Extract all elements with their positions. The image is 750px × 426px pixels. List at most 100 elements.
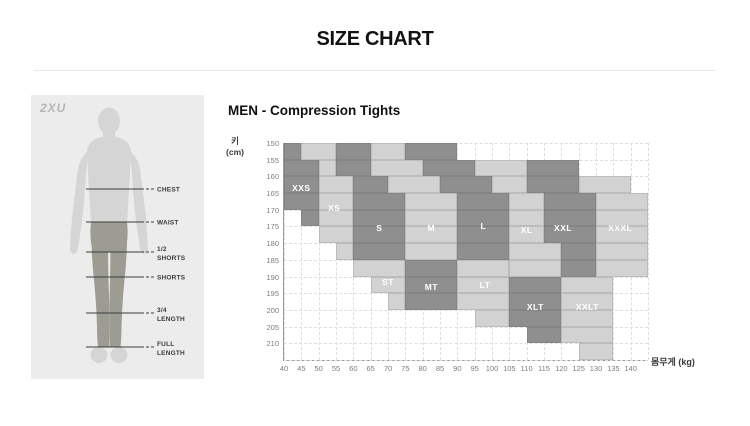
size-region-xxl (526, 176, 579, 194)
size-label-xxlt: XXLT (575, 301, 599, 312)
size-region-m (405, 209, 458, 227)
size-region-st (370, 276, 406, 294)
x-tick-label: 95 (470, 364, 479, 373)
figure-torso (87, 136, 131, 223)
measure-label: CHEST (157, 187, 180, 194)
size-region-xxs (284, 176, 319, 194)
y-tick-label: 205 (266, 322, 279, 332)
x-tick-label: 100 (485, 364, 499, 373)
x-tick-label: 85 (435, 364, 445, 373)
measure-label: 3/4 (157, 307, 167, 314)
x-tick-label: 90 (453, 364, 462, 373)
size-region-l (457, 226, 510, 244)
x-tick-label: 65 (366, 364, 375, 373)
size-region-xxxl (596, 243, 648, 260)
size-region-xxlt (561, 276, 614, 294)
measure-label: WAIST (157, 220, 179, 227)
size-region-l (405, 143, 458, 160)
size-region-xs (318, 209, 354, 227)
y-tick-label: 190 (266, 272, 279, 282)
size-region-l (422, 159, 475, 177)
y-axis-unit-line2: (cm) (226, 147, 244, 157)
size-region-xxlt (561, 309, 614, 327)
size-label-mt: MT (424, 281, 438, 292)
x-tick-label: 40 (279, 364, 289, 373)
grid-line-horizontal (284, 143, 648, 144)
size-region-xxl (561, 243, 596, 260)
x-tick-label: 140 (624, 364, 637, 373)
y-tick-label: 185 (266, 255, 279, 265)
x-tick-label: 45 (297, 364, 306, 373)
size-region-lt (457, 276, 510, 294)
size-region-xs (318, 176, 354, 194)
size-region-xxs (284, 143, 302, 160)
size-region-mt (405, 276, 458, 294)
size-region-m (370, 143, 406, 160)
chart-area: XXS XS S M L XL XXL XXXL ST MT LT XLT XXLT 40 45 50 55 60… (266, 139, 649, 373)
chart-title: MEN - Compression Tights (228, 103, 401, 118)
size-region-xxl (544, 193, 596, 210)
size-region-s (336, 143, 371, 160)
measure-label: SHORTS (157, 275, 186, 282)
size-region-xl (509, 209, 544, 227)
size-region-m (405, 243, 458, 260)
size-region-xxlt (578, 343, 614, 360)
size-region-xs (336, 243, 354, 260)
size-region-m (405, 193, 458, 210)
size-region-s (353, 176, 388, 194)
size-region-xlt (526, 326, 562, 344)
divider (34, 70, 716, 71)
size-region-xxxl (596, 193, 648, 210)
size-region-xs (318, 226, 354, 244)
size-label-xl: XL (520, 224, 533, 235)
size-region-xs (318, 193, 354, 210)
size-region-s (353, 209, 406, 227)
figure-tights-right-leg (109, 243, 127, 347)
size-region-xs (318, 159, 336, 177)
x-tick-label: 120 (555, 364, 568, 373)
size-label-l: L (480, 221, 487, 232)
size-region-st (388, 293, 406, 310)
x-tick-label: 105 (503, 364, 516, 373)
figure-right-arm (130, 151, 148, 254)
x-tick-label: 75 (401, 364, 410, 373)
page-title: SIZE CHART (316, 28, 434, 50)
grid-line-horizontal (284, 360, 648, 361)
size-label-xxl: XXL (554, 223, 573, 234)
grid-line-horizontal (284, 326, 648, 328)
size-region-xxxl (596, 209, 648, 227)
size-region-xl (509, 193, 544, 210)
x-tick-label: 110 (520, 364, 533, 373)
size-region-m (370, 159, 423, 177)
x-tick-label: 60 (349, 364, 358, 373)
size-label-xxxl: XXXL (608, 223, 633, 234)
measure-label: LENGTH (157, 350, 185, 357)
y-tick-label: 160 (266, 172, 279, 182)
size-region-xxl (561, 259, 596, 277)
size-label-s: S (376, 223, 383, 234)
size-label-xlt: XLT (526, 301, 544, 312)
size-region-xxxl (596, 259, 648, 277)
x-tick-label: 115 (538, 364, 550, 373)
size-region-xlt (509, 276, 562, 294)
x-tick-label: 55 (331, 364, 341, 373)
measure-label: 1/2 (157, 246, 167, 253)
size-region-l (457, 243, 510, 260)
size-region-s (353, 243, 406, 260)
size-label-st: ST (382, 276, 394, 287)
size-region-xxl (544, 209, 596, 227)
size-region-m (405, 226, 458, 244)
figure-head (98, 107, 120, 135)
y-tick-label: 210 (266, 339, 279, 349)
size-region-xl (492, 176, 527, 194)
figure-left-arm (70, 151, 88, 254)
size-region-lt (457, 293, 510, 310)
x-tick-label: 135 (607, 364, 620, 373)
figure-right-foot (110, 347, 128, 363)
y-tick-label: 180 (266, 239, 279, 249)
size-region-xxs (301, 209, 319, 227)
size-region-xlt (509, 293, 562, 310)
size-region-xl (509, 259, 562, 277)
size-label-xxs: XXS (292, 183, 311, 194)
size-region-mt (405, 259, 458, 277)
